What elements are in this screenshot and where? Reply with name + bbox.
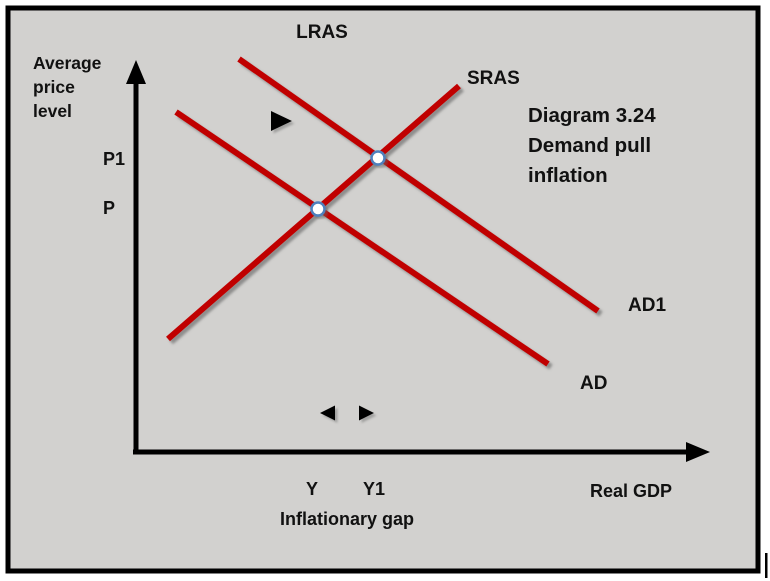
ad-label: AD xyxy=(580,373,607,394)
text-cursor xyxy=(765,553,768,578)
ad-curve xyxy=(174,109,550,367)
diagram-frame xyxy=(5,5,761,574)
equilibrium-point-new xyxy=(370,150,386,166)
ad-shift-arrowhead xyxy=(271,111,292,131)
y-axis-label: Average price level xyxy=(33,53,102,121)
y-axis-label-line3: level xyxy=(33,101,72,121)
ad1-label: AD1 xyxy=(628,295,666,316)
p-label: P xyxy=(103,198,115,218)
inflationary-gap-arrowhead-right xyxy=(359,405,374,421)
caption: Diagram 3.24 Demand pull inflation xyxy=(528,104,656,187)
y-label: Y xyxy=(306,479,318,499)
y-axis-label-line1: Average xyxy=(33,53,102,73)
lras-label: LRAS xyxy=(296,22,348,43)
sras-label: SRAS xyxy=(467,68,520,89)
p1-label: P1 xyxy=(103,149,125,169)
ad1-curve xyxy=(237,56,600,314)
y1-label: Y1 xyxy=(363,479,385,499)
y-axis-arrowhead xyxy=(126,60,146,84)
caption-line2: Demand pull xyxy=(528,134,651,157)
inflationary-gap-arrowhead-left xyxy=(320,405,335,421)
x-axis-label: Real GDP xyxy=(590,481,672,501)
y-axis-label-line2: price xyxy=(33,77,75,97)
equilibrium-point-initial xyxy=(310,201,326,217)
caption-line1: Diagram 3.24 xyxy=(528,104,656,127)
inflationary-gap-label: Inflationary gap xyxy=(280,509,414,529)
x-axis-arrowhead xyxy=(686,442,710,462)
caption-line3: inflation xyxy=(528,164,608,187)
